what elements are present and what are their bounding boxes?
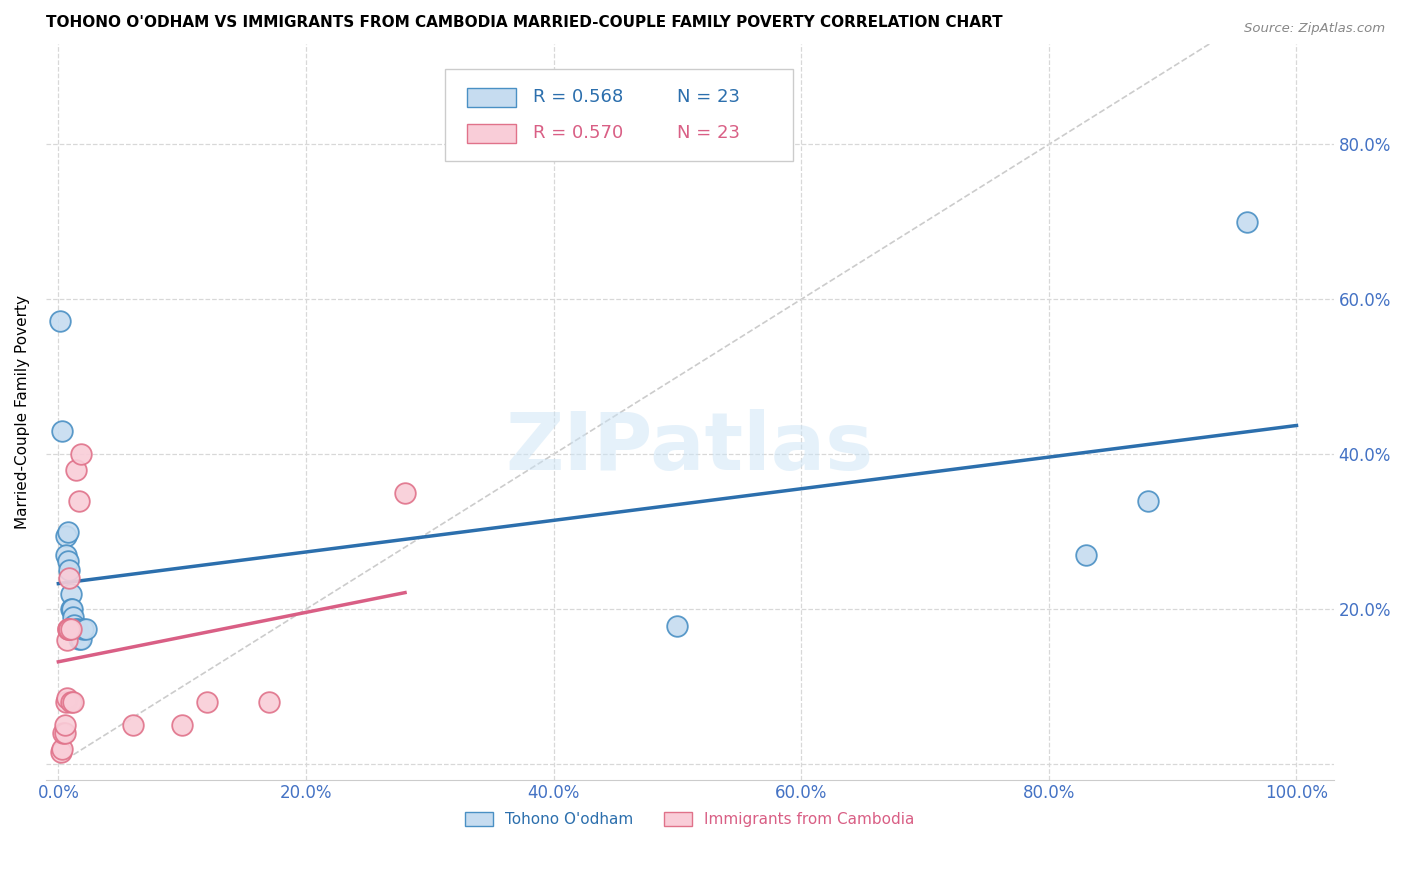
Point xyxy=(51,741,73,756)
Point xyxy=(1136,493,1159,508)
Point xyxy=(69,632,91,646)
Point xyxy=(67,625,90,640)
Point xyxy=(55,695,77,709)
Text: Source: ZipAtlas.com: Source: ZipAtlas.com xyxy=(1244,22,1385,36)
Point xyxy=(51,424,73,438)
Point xyxy=(59,622,82,636)
Point xyxy=(65,622,87,636)
Text: R = 0.570: R = 0.570 xyxy=(533,125,623,143)
Point xyxy=(55,548,77,562)
Point xyxy=(53,726,76,740)
Point xyxy=(67,632,90,646)
Point xyxy=(62,610,84,624)
Text: N = 23: N = 23 xyxy=(676,125,740,143)
Point xyxy=(55,528,77,542)
Point xyxy=(60,602,83,616)
Point xyxy=(63,617,86,632)
Point xyxy=(66,622,89,636)
Point xyxy=(195,695,218,709)
Point xyxy=(49,746,72,760)
Point xyxy=(1236,215,1258,229)
Point xyxy=(59,695,82,709)
Point xyxy=(62,695,84,709)
Point xyxy=(58,564,80,578)
Point xyxy=(58,622,80,636)
Point xyxy=(394,486,416,500)
FancyBboxPatch shape xyxy=(467,87,516,107)
Point xyxy=(59,587,82,601)
Point xyxy=(58,622,80,636)
Point xyxy=(58,622,80,636)
Point xyxy=(56,633,79,648)
Point xyxy=(1074,548,1097,562)
Point xyxy=(75,622,97,636)
Y-axis label: Married-Couple Family Poverty: Married-Couple Family Poverty xyxy=(15,294,30,529)
Point xyxy=(56,691,79,706)
Point xyxy=(52,726,75,740)
Point xyxy=(53,718,76,732)
Point xyxy=(69,447,91,461)
Legend: Tohono O'odham, Immigrants from Cambodia: Tohono O'odham, Immigrants from Cambodia xyxy=(465,812,914,827)
Text: TOHONO O'ODHAM VS IMMIGRANTS FROM CAMBODIA MARRIED-COUPLE FAMILY POVERTY CORRELA: TOHONO O'ODHAM VS IMMIGRANTS FROM CAMBOD… xyxy=(46,15,1002,30)
Point xyxy=(58,554,80,568)
Text: N = 23: N = 23 xyxy=(676,88,740,106)
Point xyxy=(65,463,87,477)
Text: R = 0.568: R = 0.568 xyxy=(533,88,623,106)
Point xyxy=(58,571,80,585)
Point xyxy=(172,718,194,732)
Point xyxy=(48,314,70,328)
Point xyxy=(257,695,280,709)
Point xyxy=(121,718,143,732)
Point xyxy=(72,622,94,636)
Point xyxy=(666,619,689,633)
Point xyxy=(58,524,80,539)
FancyBboxPatch shape xyxy=(467,124,516,143)
Point xyxy=(59,602,82,616)
FancyBboxPatch shape xyxy=(446,70,793,161)
Text: ZIPatlas: ZIPatlas xyxy=(506,409,875,487)
Point xyxy=(67,493,90,508)
